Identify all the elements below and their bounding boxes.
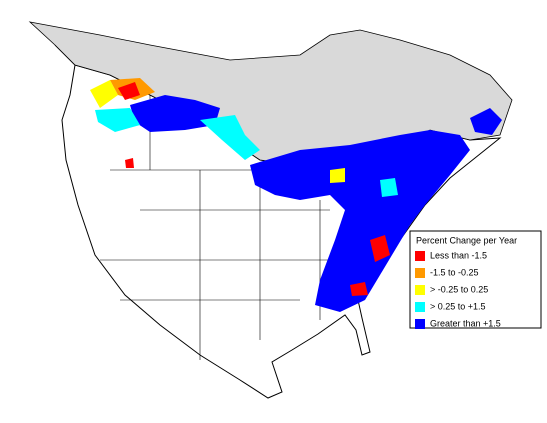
blue-area [250, 130, 470, 312]
cyan-area [200, 115, 260, 160]
map [28, 21, 513, 399]
legend-label: Greater than +1.5 [430, 318, 501, 328]
blue-area [130, 95, 220, 132]
legend: Percent Change per Year Less than -1.5 -1… [409, 230, 542, 329]
red-area [370, 235, 390, 262]
legend-title: Percent Change per Year [416, 235, 517, 245]
legend-swatch [415, 268, 425, 278]
red-area [350, 282, 368, 296]
legend-label: Less than -1.5 [430, 250, 487, 260]
legend-swatch [415, 319, 425, 329]
legend-label: -1.5 to -0.25 [430, 267, 479, 277]
yellow-area [330, 168, 345, 183]
legend-swatch [415, 302, 425, 312]
cyan-area [380, 178, 398, 197]
cyan-area [95, 108, 140, 132]
legend-swatch [415, 251, 425, 261]
blue-area [470, 108, 502, 135]
borders [100, 95, 330, 360]
red-area [118, 82, 140, 100]
legend-label: > 0.25 to +1.5 [430, 301, 486, 311]
yellow-area [90, 80, 118, 108]
trend-areas [90, 78, 502, 312]
legend-box [409, 230, 542, 329]
legend-swatch [415, 285, 425, 295]
red-area [125, 158, 134, 168]
legend-label: > -0.25 to 0.25 [430, 284, 488, 294]
